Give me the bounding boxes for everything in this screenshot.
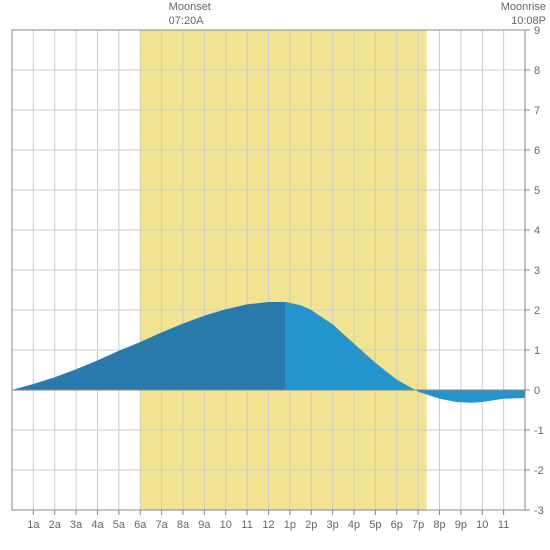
- x-tick-label: 8a: [177, 519, 190, 531]
- x-tick-label: 11: [498, 519, 509, 531]
- y-tick-label: 8: [534, 65, 540, 77]
- x-tick-label: 1a: [27, 519, 40, 531]
- x-tick-label: 9p: [455, 519, 467, 531]
- x-tick-label: 5p: [369, 519, 381, 531]
- x-tick-label: 7a: [156, 519, 169, 531]
- x-tick-label: 6a: [134, 519, 147, 531]
- y-tick-label: -2: [534, 465, 544, 477]
- x-tick-label: 10: [476, 519, 488, 531]
- moonrise-title: Moonrise: [501, 0, 546, 14]
- x-tick-label: 3a: [70, 519, 83, 531]
- moonrise-label: Moonrise 10:08P: [501, 0, 546, 29]
- y-tick-label: 3: [534, 265, 540, 277]
- y-tick-label: -1: [534, 425, 544, 437]
- y-tick-label: 6: [534, 145, 540, 157]
- y-tick-label: 5: [534, 185, 540, 197]
- x-tick-label: 8p: [433, 519, 445, 531]
- y-tick-label: 2: [534, 305, 540, 317]
- x-tick-label: 10: [220, 519, 232, 531]
- x-tick-label: 9a: [198, 519, 211, 531]
- y-tick-label: -3: [534, 505, 544, 517]
- x-tick-label: 11: [241, 519, 252, 531]
- x-tick-label: 1p: [284, 519, 296, 531]
- x-tick-label: 4p: [348, 519, 360, 531]
- y-tick-label: 4: [534, 225, 540, 237]
- x-tick-label: 6p: [391, 519, 403, 531]
- x-tick-label: 12: [262, 519, 274, 531]
- moonrise-time: 10:08P: [501, 14, 546, 28]
- x-tick-label: 7p: [412, 519, 424, 531]
- x-tick-label: 2a: [49, 519, 62, 531]
- y-tick-label: 0: [534, 385, 540, 397]
- tide-chart-container: Moonset 07:20A Moonrise 10:08P 1a2a3a4a5…: [0, 0, 550, 550]
- x-tick-label: 2p: [305, 519, 317, 531]
- tide-chart: 1a2a3a4a5a6a7a8a9a1011121p2p3p4p5p6p7p8p…: [0, 0, 550, 550]
- y-tick-label: 7: [534, 105, 540, 117]
- x-tick-label: 3p: [327, 519, 339, 531]
- x-tick-label: 4a: [91, 519, 104, 531]
- y-tick-label: 1: [534, 345, 540, 357]
- x-tick-label: 5a: [113, 519, 126, 531]
